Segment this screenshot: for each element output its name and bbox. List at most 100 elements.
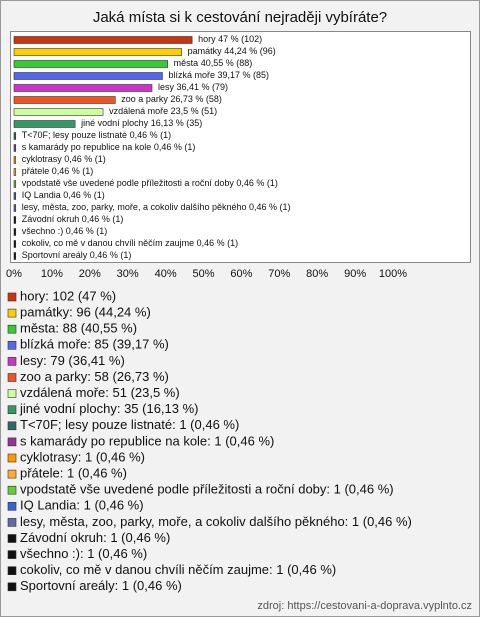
data-label: zoo a parky 26,73 % (58) (121, 94, 222, 104)
bar (13, 168, 17, 176)
x-tick-label: 50% (192, 268, 214, 280)
data-label-value: 23,5 % (51) (171, 106, 218, 116)
data-label-value: 0,46 % (1) (52, 166, 94, 176)
legend-swatch (7, 437, 17, 447)
bar (13, 132, 17, 140)
bar (13, 192, 17, 200)
data-label-category: jiné vodní plochy (80, 118, 149, 128)
bar (13, 156, 17, 164)
legend-label: přátele: 1 (0,46 %) (20, 466, 127, 481)
bar (13, 84, 153, 92)
bar (13, 180, 17, 188)
data-label-category: hory (198, 34, 216, 44)
legend-label: vpodstatě vše uvedené podle příležitosti… (20, 482, 394, 497)
legend-swatch (7, 308, 17, 318)
data-label-category: cokoliv, co mě v danou chvíli něčím zauj… (22, 238, 194, 248)
legend-swatch (7, 389, 17, 398)
data-label-value: 0,46 % (1) (249, 202, 291, 212)
data-label-value: 44,24 % (96) (224, 46, 276, 56)
data-label-category: Sportovní areály (22, 250, 88, 260)
data-label-category: T<70F; lesy pouze listnaté (22, 130, 127, 140)
data-label: památky 44,24 % (96) (188, 46, 276, 56)
data-label-category: s kamarády po republice na kole (22, 142, 152, 152)
bar (13, 48, 182, 56)
bar (13, 216, 17, 224)
legend-label: lesy: 79 (36,41 %) (20, 353, 125, 368)
bar (13, 36, 193, 44)
data-label: T<70F; lesy pouze listnaté 0,46 % (1) (22, 130, 171, 140)
data-label-value: 0,46 % (1) (236, 178, 278, 188)
data-label-value: 0,46 % (1) (63, 190, 105, 200)
data-label: přátele 0,46 % (1) (22, 166, 94, 176)
legend-label: zoo a parky: 58 (26,73 %) (20, 369, 169, 384)
data-label-value: 47 % (102) (218, 34, 262, 44)
legend-label: T<70F; lesy pouze listnaté: 1 (0,46 %) (20, 417, 239, 432)
legend-swatch (7, 550, 17, 559)
data-label-value: 26,73 % (58) (170, 94, 222, 104)
x-tick-label: 80% (306, 268, 328, 280)
chart-title: Jaká místa si k cestování nejraději vybí… (93, 9, 387, 26)
data-label-category: lesy, města, zoo, parky, moře, a cokoliv… (22, 202, 247, 212)
bar (13, 144, 17, 152)
data-label: IQ Landia 0,46 % (1) (22, 190, 105, 200)
legend-label: vzdálená moře: 51 (23,5 %) (20, 385, 180, 400)
legend-swatch (7, 485, 17, 495)
data-label: hory 47 % (102) (198, 34, 262, 44)
legend-swatch (7, 501, 17, 511)
bar (13, 60, 168, 68)
data-label-value: 0,46 % (1) (90, 250, 132, 260)
legend-swatch (7, 373, 17, 382)
legend-label: památky: 96 (44,24 %) (20, 305, 151, 320)
data-label-category: města (174, 58, 199, 68)
data-label-value: 0,46 % (1) (82, 214, 124, 224)
data-label: cokoliv, co mě v danou chvíli něčím zauj… (22, 238, 238, 248)
legend-label: cyklotrasy: 1 (0,46 %) (20, 449, 145, 464)
data-label-category: lesy (158, 82, 175, 92)
data-label-value: 39,17 % (85) (218, 70, 270, 80)
data-label-category: IQ Landia (22, 190, 61, 200)
data-label-value: 40,55 % (88) (201, 58, 253, 68)
legend-label: jiné vodní plochy: 35 (16,13 %) (19, 401, 199, 416)
x-tick-label: 60% (230, 268, 252, 280)
data-label-value: 0,46 % (1) (197, 238, 239, 248)
data-label: jiné vodní plochy 16,13 % (35) (80, 118, 202, 128)
data-label: všechno :) 0,46 % (1) (22, 226, 108, 236)
bar (13, 96, 116, 104)
bar (13, 240, 17, 248)
data-label: vzdálená moře 23,5 % (51) (109, 106, 217, 116)
legend-label: hory: 102 (47 %) (20, 288, 116, 303)
x-tick-label: 90% (344, 268, 366, 280)
data-label-category: zoo a parky (121, 94, 168, 104)
data-label: města 40,55 % (88) (174, 58, 253, 68)
x-tick-label: 10% (41, 268, 63, 280)
bar (13, 204, 17, 212)
data-label: Sportovní areály 0,46 % (1) (22, 250, 132, 260)
data-label: lesy 36,41 % (79) (158, 82, 228, 92)
legend-swatch (7, 469, 17, 479)
x-tick-label: 70% (268, 268, 290, 280)
data-label-category: cyklotrasy (22, 154, 63, 164)
data-label-value: 0,46 % (1) (130, 130, 172, 140)
bar (13, 108, 104, 116)
bar (13, 252, 17, 260)
legend-label: blízká moře: 85 (39,17 %) (20, 337, 169, 352)
x-tick-label: 20% (79, 268, 101, 280)
bar (13, 120, 76, 128)
data-label: lesy, města, zoo, parky, moře, a cokoliv… (22, 202, 291, 212)
legend-swatch (7, 518, 17, 527)
data-label-category: blízká moře (168, 70, 215, 80)
legend-label: s kamarády po republice na kole: 1 (0,46… (20, 433, 274, 448)
source: zdroj: https://cestovani-a-doprava.vypln… (257, 600, 472, 612)
legend-swatch (7, 357, 17, 366)
x-tick-label: 100% (379, 268, 407, 280)
x-tick-label: 40% (155, 268, 177, 280)
legend-label: města: 88 (40,55 %) (20, 321, 137, 336)
legend-swatch (7, 566, 17, 576)
plot-area (10, 31, 471, 263)
data-label-category: Závodní okruh (22, 214, 80, 224)
legend-swatch (7, 340, 17, 350)
data-label-value: 0,46 % (1) (154, 142, 196, 152)
legend-swatch (7, 421, 17, 431)
legend-label: Sportovní areály: 1 (0,46 %) (20, 578, 182, 593)
